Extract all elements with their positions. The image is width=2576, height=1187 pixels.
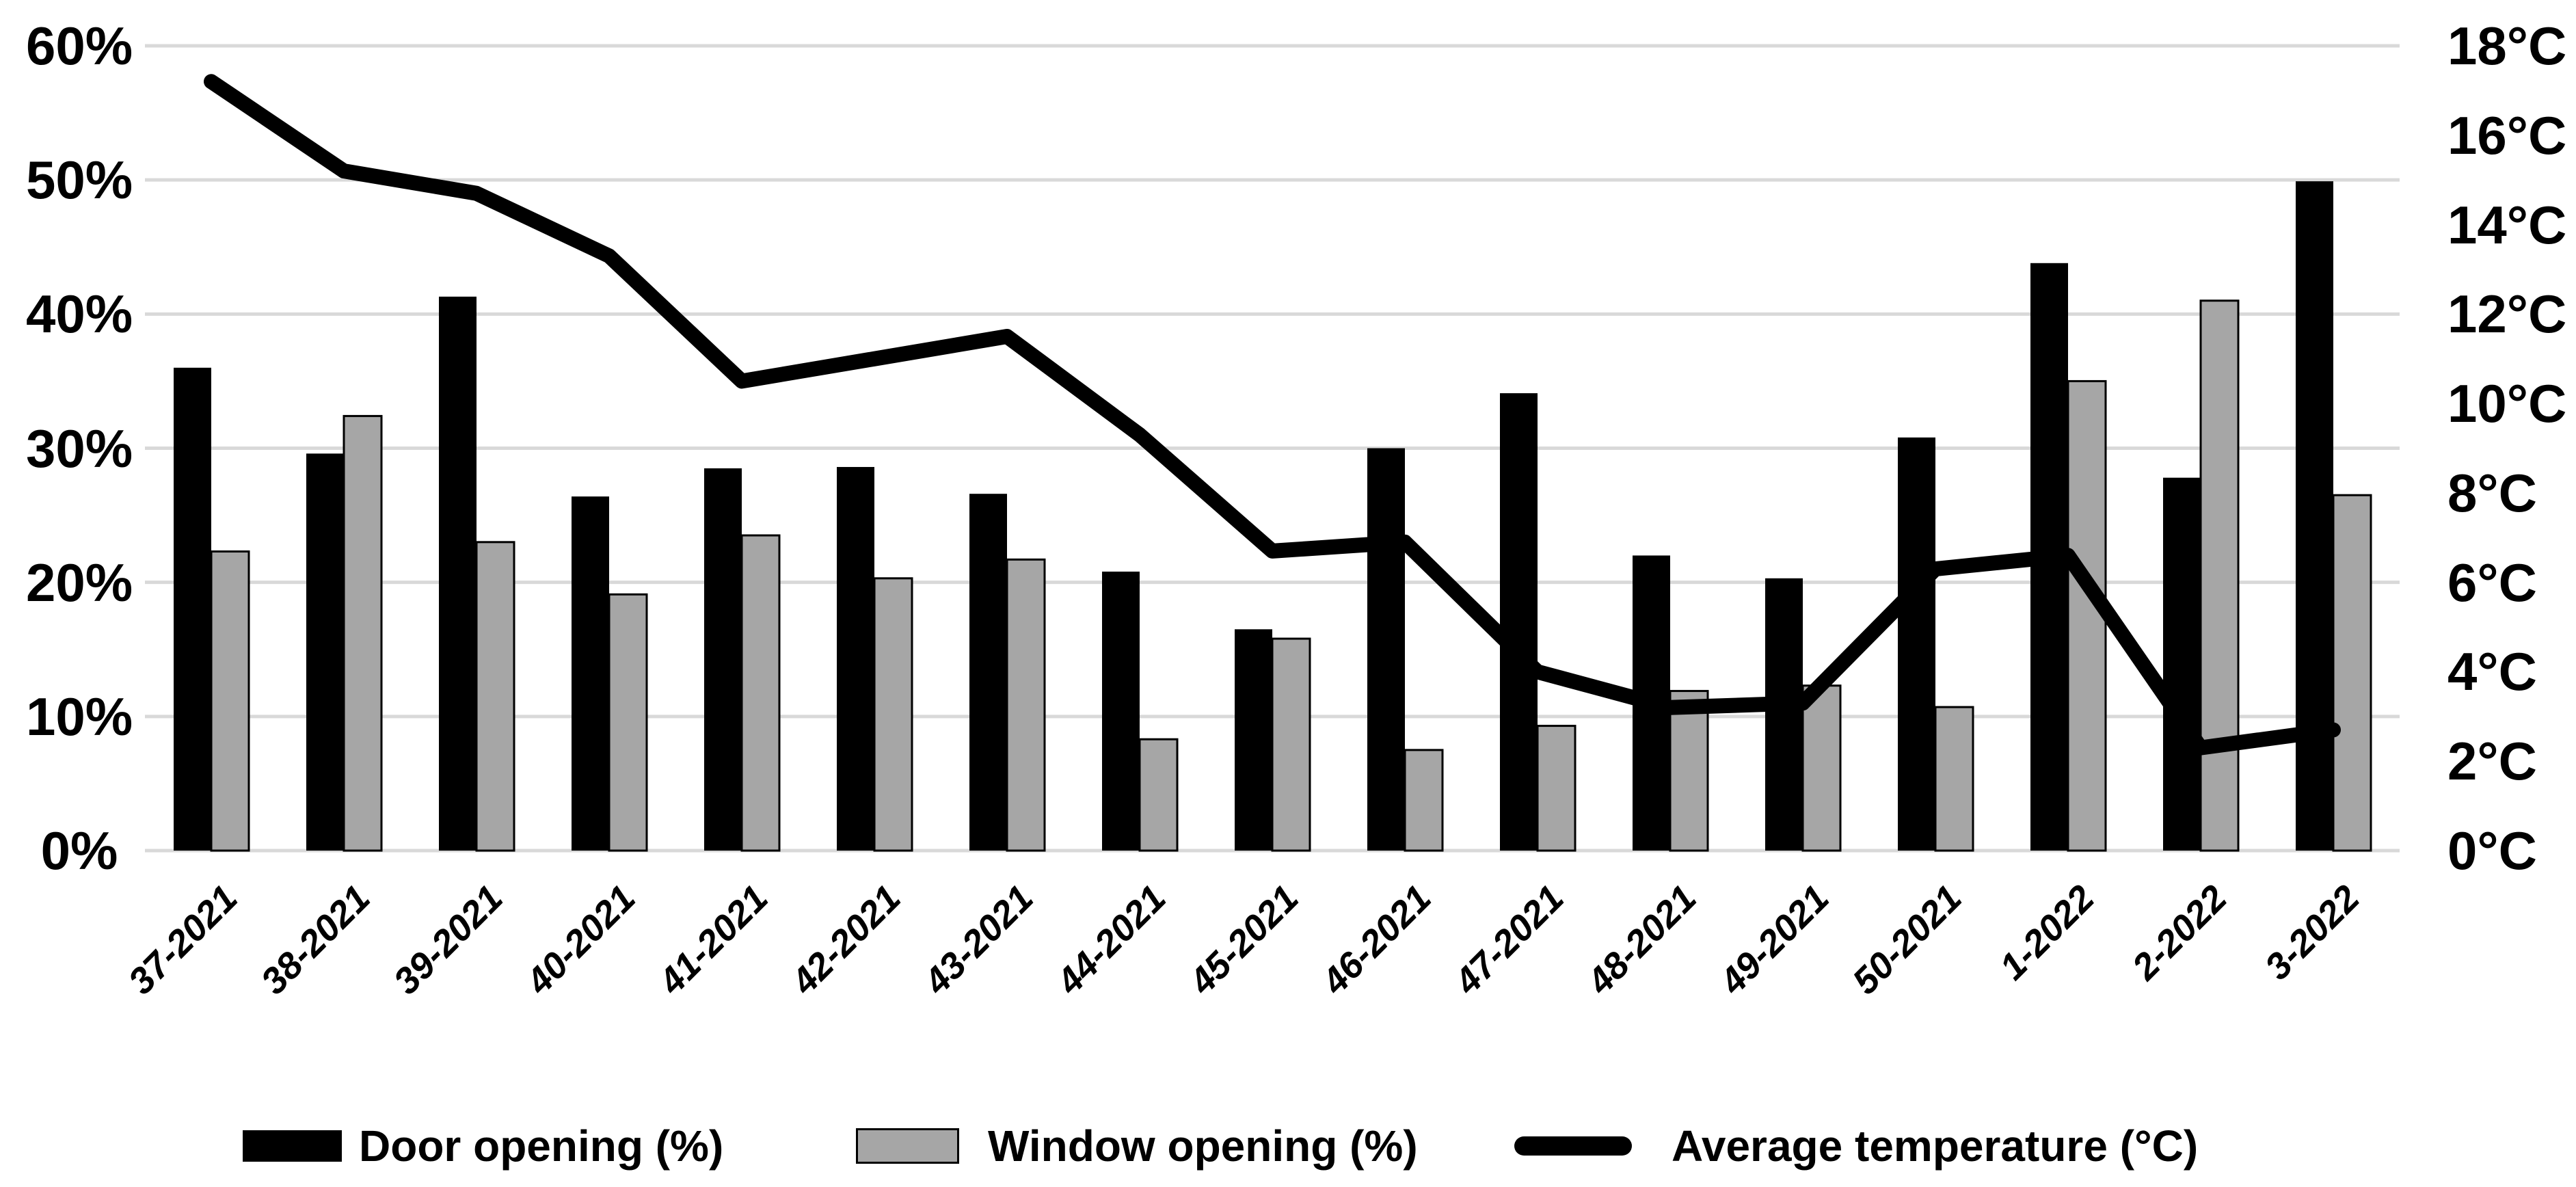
window-bar xyxy=(740,534,781,852)
window-bar xyxy=(1006,558,1046,852)
left-axis-tick-label: 20% xyxy=(25,552,133,613)
left-axis-tick-label: 10% xyxy=(25,686,133,747)
temperature-line-swatch-icon xyxy=(1514,1136,1632,1156)
right-axis-tick-label: 18°C xyxy=(2447,16,2567,76)
legend-item-door: Door opening (%) xyxy=(243,1121,723,1171)
door-bar xyxy=(1765,578,1803,851)
right-axis-tick-label: 8°C xyxy=(2447,462,2537,523)
door-bar xyxy=(572,496,609,851)
door-bar xyxy=(969,494,1007,851)
legend-label-door: Door opening (%) xyxy=(359,1121,724,1171)
window-bar xyxy=(1271,637,1311,852)
right-axis-tick-label: 14°C xyxy=(2447,194,2567,255)
door-bar xyxy=(439,296,477,851)
window-bar xyxy=(1138,738,1179,852)
right-axis-tick-label: 2°C xyxy=(2447,731,2537,792)
temperature-line xyxy=(204,74,2341,756)
door-swatch-icon xyxy=(243,1130,342,1162)
door-bar xyxy=(837,466,874,851)
window-bar xyxy=(1801,684,1842,852)
window-bar xyxy=(343,414,383,852)
window-bar xyxy=(2332,494,2372,852)
legend-label-window: Window opening (%) xyxy=(988,1121,1418,1171)
left-axis-tick-label: 30% xyxy=(25,418,133,479)
door-bar xyxy=(1898,437,1935,851)
window-bar xyxy=(1404,749,1444,852)
legend-label-temperature: Average temperature (°C) xyxy=(1672,1121,2199,1171)
left-axis-tick-label: 50% xyxy=(25,150,133,211)
window-bar xyxy=(608,593,648,852)
window-bar xyxy=(1934,706,1974,852)
door-bar xyxy=(1500,393,1538,851)
window-bar xyxy=(1536,725,1577,852)
window-swatch-icon xyxy=(856,1128,959,1164)
window-bar xyxy=(1669,690,1709,852)
right-axis-tick-label: 12°C xyxy=(2447,284,2567,345)
left-axis-tick-label: 0% xyxy=(40,821,118,881)
legend-item-window: Window opening (%) xyxy=(856,1121,1418,1171)
right-axis-tick-label: 4°C xyxy=(2447,641,2537,702)
door-bar xyxy=(2296,181,2333,851)
window-bar xyxy=(2199,299,2240,852)
left-axis-tick-label: 40% xyxy=(25,284,133,345)
door-bar xyxy=(1367,448,1405,851)
right-axis-tick-label: 10°C xyxy=(2447,373,2567,434)
door-bar xyxy=(1102,571,1140,851)
door-bar xyxy=(704,468,742,851)
door-bar xyxy=(174,367,211,851)
legend: Door opening (%) Window opening (%) Aver… xyxy=(0,1121,2576,1176)
right-axis-tick-label: 0°C xyxy=(2447,821,2537,881)
window-bar xyxy=(873,577,913,852)
right-axis-tick-label: 16°C xyxy=(2447,105,2567,165)
window-bar xyxy=(2067,379,2107,852)
right-axis-tick-label: 6°C xyxy=(2447,552,2537,613)
window-bar xyxy=(210,550,250,852)
legend-item-temperature: Average temperature (°C) xyxy=(1514,1121,2198,1171)
left-axis-tick-label: 60% xyxy=(25,16,133,76)
door-bar xyxy=(306,453,344,851)
door-bar xyxy=(1235,629,1272,851)
door-bar xyxy=(2163,477,2201,851)
window-bar xyxy=(475,541,515,852)
